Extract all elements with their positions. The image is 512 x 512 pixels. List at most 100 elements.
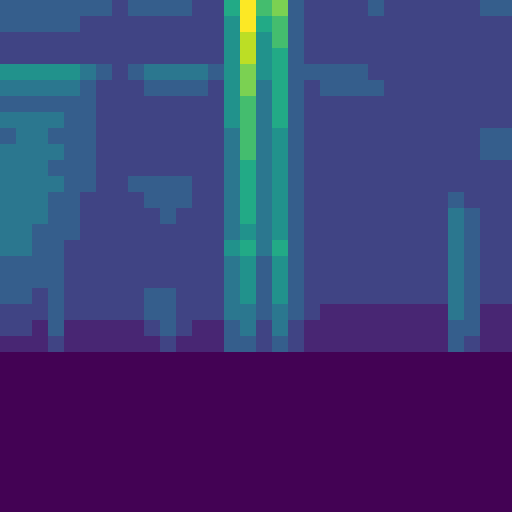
cell [320, 0, 337, 17]
cell [224, 288, 241, 305]
cell [16, 480, 33, 497]
cell [400, 32, 417, 49]
cell [384, 272, 401, 289]
cell [416, 112, 433, 129]
cell [48, 448, 65, 465]
cell [320, 176, 337, 193]
cell [336, 128, 353, 145]
cell [192, 496, 209, 512]
cell [160, 208, 177, 225]
cell [96, 80, 113, 97]
cell [272, 240, 289, 257]
cell [256, 112, 273, 129]
cell [416, 496, 433, 512]
cell [288, 0, 305, 17]
cell [400, 304, 417, 321]
cell [160, 16, 177, 33]
cell [432, 272, 449, 289]
cell [272, 304, 289, 321]
cell [304, 80, 321, 97]
cell [256, 432, 273, 449]
cell [64, 288, 81, 305]
cell [48, 416, 65, 433]
cell [320, 368, 337, 385]
cell [176, 240, 193, 257]
cell [352, 64, 369, 81]
cell [80, 288, 97, 305]
cell [176, 256, 193, 273]
cell [192, 336, 209, 353]
cell [0, 416, 17, 433]
cell [368, 320, 385, 337]
cell [448, 224, 465, 241]
cell [400, 464, 417, 481]
cell [48, 224, 65, 241]
cell [304, 320, 321, 337]
cell [224, 160, 241, 177]
cell [496, 112, 512, 129]
cell [96, 112, 113, 129]
cell [160, 224, 177, 241]
cell [80, 496, 97, 512]
cell [464, 400, 481, 417]
cell [384, 208, 401, 225]
cell [32, 416, 49, 433]
cell [448, 112, 465, 129]
cell [240, 352, 257, 369]
cell [128, 320, 145, 337]
cell [304, 48, 321, 65]
cell [400, 352, 417, 369]
cell [288, 432, 305, 449]
cell [0, 272, 17, 289]
cell [272, 400, 289, 417]
cell [224, 48, 241, 65]
cell [112, 288, 129, 305]
cell [256, 272, 273, 289]
cell [240, 112, 257, 129]
cell [304, 112, 321, 129]
cell [320, 144, 337, 161]
cell [176, 112, 193, 129]
cell [464, 176, 481, 193]
cell [192, 144, 209, 161]
cell [384, 80, 401, 97]
cell [96, 496, 113, 512]
cell [256, 336, 273, 353]
cell [160, 368, 177, 385]
cell [192, 32, 209, 49]
cell [288, 128, 305, 145]
cell [224, 384, 241, 401]
cell [0, 32, 17, 49]
cell [192, 112, 209, 129]
cell [64, 112, 81, 129]
cell [96, 208, 113, 225]
cell [336, 64, 353, 81]
cell [400, 432, 417, 449]
cell [240, 304, 257, 321]
cell [240, 336, 257, 353]
cell [208, 448, 225, 465]
cell [272, 32, 289, 49]
cell [32, 64, 49, 81]
cell [240, 144, 257, 161]
cell [160, 448, 177, 465]
cell [432, 400, 449, 417]
cell [240, 432, 257, 449]
cell [304, 224, 321, 241]
cell [256, 16, 273, 33]
cell [320, 432, 337, 449]
cell [128, 160, 145, 177]
cell [128, 336, 145, 353]
cell [384, 352, 401, 369]
cell [128, 416, 145, 433]
cell [224, 224, 241, 241]
cell [352, 224, 369, 241]
cell [80, 304, 97, 321]
cell [400, 144, 417, 161]
cell [48, 496, 65, 512]
cell [192, 0, 209, 17]
cell [80, 272, 97, 289]
cell [384, 496, 401, 512]
cell [368, 480, 385, 497]
cell [144, 224, 161, 241]
